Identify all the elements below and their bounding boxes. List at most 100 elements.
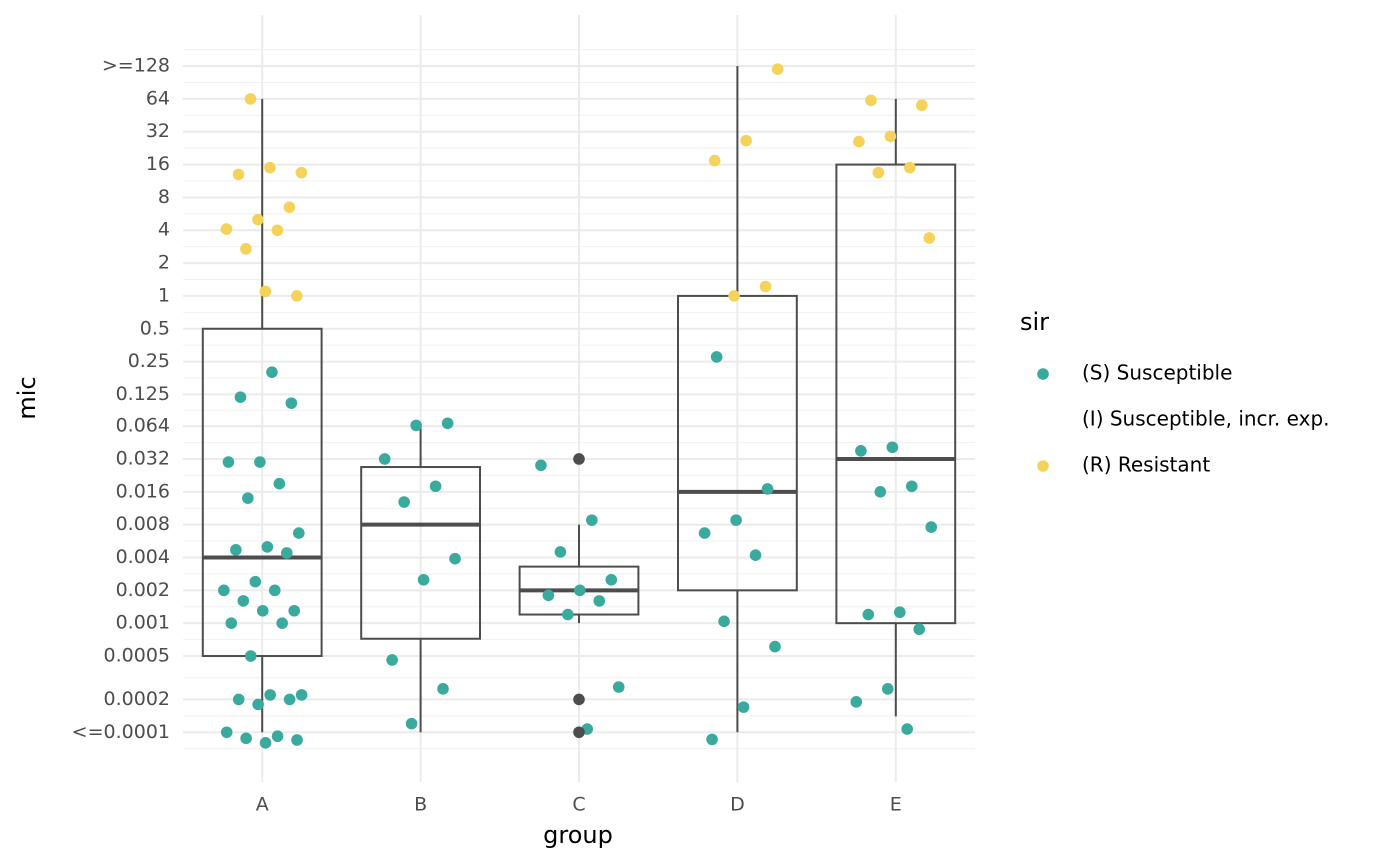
point	[574, 584, 586, 597]
x-tick-label: B	[414, 794, 427, 816]
y-tick-label: 0.001	[116, 612, 170, 634]
point	[855, 445, 867, 457]
point	[292, 527, 305, 539]
x-tick-label: A	[256, 794, 269, 816]
point	[405, 717, 418, 730]
x-tick-label: E	[890, 794, 902, 816]
point	[386, 654, 398, 666]
y-tick-label: 64	[146, 87, 170, 109]
box	[360, 466, 482, 640]
point	[708, 154, 721, 167]
y-tick-label: 0.0002	[104, 688, 170, 710]
point	[273, 477, 286, 490]
point	[266, 366, 278, 378]
legend-label: (I) Susceptible, incr. exp.	[1082, 407, 1330, 431]
y-axis-title: mic	[13, 376, 41, 419]
point	[222, 456, 235, 468]
point	[378, 453, 391, 465]
legend-key	[1037, 460, 1049, 472]
y-tick-label: 16	[146, 153, 170, 175]
y-tick-label: <=0.0001	[72, 721, 170, 743]
point	[862, 608, 875, 621]
point	[295, 166, 308, 179]
point	[874, 486, 887, 498]
point	[865, 94, 877, 107]
point	[901, 723, 913, 735]
x-tick-label: C	[572, 794, 585, 816]
point	[232, 168, 245, 181]
y-tick-label: 4	[158, 219, 170, 241]
point	[905, 480, 918, 493]
y-tick-label: 32	[146, 120, 170, 142]
point	[232, 693, 245, 706]
y-tick-label: 0.5	[140, 317, 170, 339]
point	[271, 730, 284, 743]
point	[913, 623, 926, 636]
point	[259, 737, 272, 749]
y-tick-label: >=128	[102, 55, 170, 77]
point	[230, 544, 242, 556]
box	[835, 163, 957, 625]
point	[718, 615, 730, 628]
point	[259, 285, 272, 298]
legend-label: (S) Susceptible	[1082, 361, 1232, 385]
point	[254, 456, 266, 468]
point	[398, 496, 410, 508]
point	[542, 589, 555, 602]
point	[886, 441, 899, 454]
point	[249, 575, 262, 588]
point	[881, 683, 894, 695]
point	[429, 480, 442, 493]
point	[562, 608, 574, 621]
point	[242, 492, 254, 504]
outlier	[573, 453, 585, 465]
point	[244, 650, 257, 662]
point	[749, 549, 762, 561]
point	[417, 573, 430, 586]
legend-title: sir	[1020, 308, 1049, 336]
point	[240, 732, 252, 745]
point	[554, 546, 567, 558]
point	[698, 527, 711, 539]
outlier	[573, 726, 585, 739]
y-tick-label: 0.0005	[104, 645, 170, 667]
point	[218, 584, 230, 597]
y-tick-label: 0.064	[116, 415, 170, 437]
point	[283, 693, 296, 706]
y-tick-label: 0.125	[116, 383, 170, 405]
point	[759, 280, 772, 293]
point	[850, 696, 863, 708]
point	[535, 459, 547, 472]
point	[252, 213, 264, 226]
point	[410, 419, 422, 432]
point	[904, 161, 916, 174]
y-tick-label: 1	[158, 284, 170, 306]
point	[737, 701, 750, 713]
point	[256, 604, 269, 617]
point	[893, 606, 906, 619]
point	[872, 166, 885, 179]
point	[280, 547, 293, 559]
y-tick-label: 0.002	[116, 579, 170, 601]
point	[771, 63, 784, 75]
y-tick-label: 0.016	[116, 480, 170, 502]
point	[264, 161, 276, 174]
point	[916, 99, 928, 112]
point	[728, 290, 740, 302]
point	[853, 135, 865, 148]
y-tick-label: 0.032	[116, 447, 170, 469]
x-axis-title: group	[543, 821, 613, 849]
point	[769, 640, 781, 653]
point	[283, 201, 296, 214]
point	[291, 290, 303, 302]
point	[449, 552, 461, 565]
outlier	[573, 693, 585, 706]
point	[706, 733, 718, 746]
point	[285, 397, 298, 409]
x-tick-label: D	[730, 794, 745, 816]
y-tick-label: 2	[158, 252, 170, 274]
box	[201, 327, 323, 658]
point	[884, 130, 897, 143]
point	[730, 514, 742, 526]
point	[605, 573, 618, 586]
